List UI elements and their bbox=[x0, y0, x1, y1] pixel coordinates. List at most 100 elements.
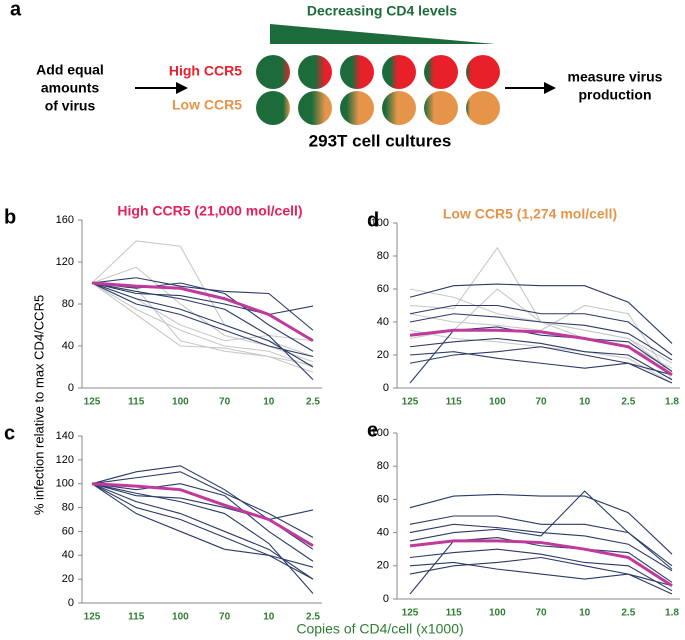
panel-label: c bbox=[4, 422, 15, 444]
x-tick-label: 125 bbox=[402, 397, 419, 408]
y-tick-label: 20 bbox=[62, 573, 74, 585]
series-line bbox=[409, 537, 673, 595]
culture bbox=[382, 55, 416, 89]
x-tick-label: 115 bbox=[446, 397, 463, 408]
x-tick-label: 1.8 bbox=[665, 608, 679, 619]
series-line bbox=[409, 313, 673, 361]
culture bbox=[466, 91, 500, 125]
x-tick-label: 125 bbox=[402, 608, 419, 619]
y-tick-label: 100 bbox=[371, 427, 389, 439]
y-tick-label: 140 bbox=[56, 430, 74, 442]
series-line bbox=[409, 493, 673, 555]
series-line bbox=[409, 304, 673, 381]
y-tick-label: 80 bbox=[62, 501, 74, 513]
culture bbox=[382, 91, 416, 125]
y-tick-label: 40 bbox=[377, 316, 389, 328]
x-tick-label: 2.5 bbox=[306, 397, 320, 408]
series-line bbox=[91, 282, 314, 358]
series-line bbox=[409, 326, 673, 384]
left-text: amounts bbox=[41, 80, 100, 96]
x-tick-label: 10 bbox=[263, 612, 275, 623]
gradient-label: Decreasing CD4 levels bbox=[307, 3, 457, 19]
x-tick-label: 125 bbox=[84, 612, 101, 623]
series-line bbox=[409, 337, 673, 381]
y-tick-label: 20 bbox=[377, 560, 389, 572]
chart-title: High CCR5 (21,000 mol/cell) bbox=[117, 203, 302, 219]
series-line bbox=[409, 304, 673, 356]
x-axis-label: Copies of CD4/cell (x1000) bbox=[296, 621, 463, 637]
series-line bbox=[91, 483, 314, 568]
right-text: measure virus bbox=[568, 69, 663, 85]
series-line bbox=[91, 282, 314, 366]
culture bbox=[340, 91, 374, 125]
y-tick-label: 0 bbox=[68, 382, 74, 394]
culture bbox=[466, 55, 500, 89]
x-tick-label: 115 bbox=[128, 612, 145, 623]
right-text: production bbox=[578, 87, 651, 103]
schematic: a Decreasing CD4 levels Add equal amount… bbox=[10, 0, 663, 150]
series-line bbox=[91, 282, 314, 316]
cd4-gradient bbox=[270, 24, 495, 44]
y-tick-label: 60 bbox=[62, 525, 74, 537]
y-tick-label: 160 bbox=[56, 214, 74, 226]
y-tick-label: 0 bbox=[383, 382, 389, 394]
y-tick-label: 40 bbox=[62, 549, 74, 561]
caption: 293T cell cultures bbox=[309, 131, 452, 150]
x-tick-label: 2.5 bbox=[621, 608, 635, 619]
x-tick-label: 100 bbox=[172, 397, 189, 408]
series-line bbox=[91, 281, 314, 343]
series-line bbox=[91, 471, 314, 538]
y-tick-label: 100 bbox=[371, 217, 389, 229]
x-tick-label: 10 bbox=[579, 397, 591, 408]
series-line bbox=[91, 282, 314, 368]
y-tick-label: 80 bbox=[377, 460, 389, 472]
panel-label: a bbox=[10, 0, 22, 20]
x-tick-label: 115 bbox=[128, 397, 145, 408]
series-line bbox=[409, 548, 673, 592]
series-line bbox=[409, 328, 673, 377]
x-tick-label: 2.5 bbox=[621, 397, 635, 408]
culture bbox=[256, 55, 290, 89]
x-tick-label: 10 bbox=[263, 397, 275, 408]
y-tick-label: 80 bbox=[62, 298, 74, 310]
y-tick-label: 80 bbox=[377, 250, 389, 262]
panel-label: b bbox=[4, 206, 16, 228]
series-line bbox=[91, 282, 314, 368]
arrow-head bbox=[544, 82, 556, 94]
y-tick-label: 60 bbox=[377, 493, 389, 505]
arrow-head bbox=[176, 82, 188, 94]
series-line bbox=[91, 282, 314, 380]
panel-label: e bbox=[367, 419, 378, 441]
culture bbox=[424, 91, 458, 125]
series-line bbox=[409, 539, 673, 587]
x-tick-label: 70 bbox=[219, 397, 231, 408]
x-tick-label: 70 bbox=[535, 397, 547, 408]
y-tick-label: 120 bbox=[56, 454, 74, 466]
x-tick-label: 100 bbox=[489, 608, 506, 619]
row-high: High CCR5 bbox=[169, 63, 242, 79]
series-line bbox=[91, 483, 314, 594]
y-axis-label: % infection relative to max CD4/CCR5 bbox=[31, 295, 46, 515]
series-line bbox=[409, 351, 673, 384]
panel-label: d bbox=[367, 209, 379, 231]
culture bbox=[340, 55, 374, 89]
x-tick-label: 115 bbox=[446, 608, 463, 619]
y-tick-label: 100 bbox=[56, 478, 74, 490]
x-tick-label: 10 bbox=[579, 608, 591, 619]
series-line bbox=[409, 346, 673, 376]
y-tick-label: 60 bbox=[377, 283, 389, 295]
cell-cultures bbox=[256, 55, 500, 125]
y-tick-label: 20 bbox=[377, 349, 389, 361]
x-tick-label: 70 bbox=[535, 608, 547, 619]
chart-title: Low CCR5 (1,274 mol/cell) bbox=[443, 206, 617, 222]
series-line bbox=[409, 523, 673, 572]
series-line bbox=[91, 266, 314, 363]
series-line bbox=[91, 482, 314, 548]
x-tick-label: 1.8 bbox=[665, 397, 679, 408]
culture bbox=[256, 91, 290, 125]
series-line bbox=[409, 329, 673, 384]
culture bbox=[424, 55, 458, 89]
x-tick-label: 100 bbox=[172, 612, 189, 623]
y-tick-label: 0 bbox=[68, 597, 74, 609]
